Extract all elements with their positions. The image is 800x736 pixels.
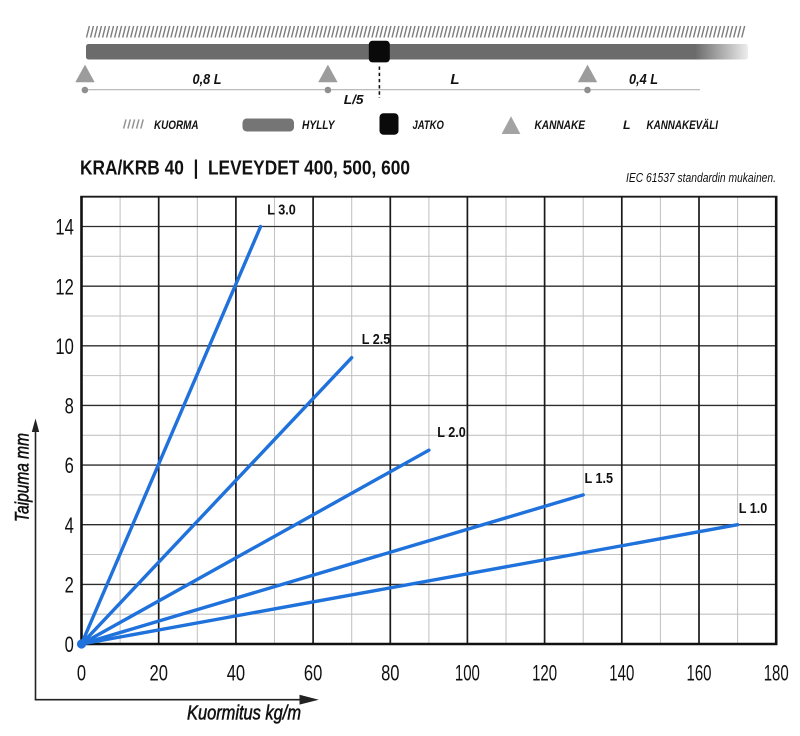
svg-text:160: 160 (687, 660, 712, 685)
svg-text:8: 8 (65, 394, 74, 419)
svg-text:2: 2 (65, 573, 74, 598)
svg-text:KANNAKEVÄLI: KANNAKEVÄLI (647, 117, 719, 132)
svg-text:L 2.5: L 2.5 (362, 331, 391, 348)
svg-text:20: 20 (150, 660, 168, 685)
svg-text:L/5: L/5 (344, 93, 365, 107)
svg-text:L 1.5: L 1.5 (585, 470, 614, 487)
svg-text:L 3.0: L 3.0 (267, 201, 296, 218)
svg-text:60: 60 (304, 660, 322, 685)
svg-text:0,8 L: 0,8 L (193, 71, 222, 88)
svg-text:KANNAKE: KANNAKE (535, 118, 586, 132)
svg-text:140: 140 (609, 660, 634, 685)
svg-text:4: 4 (65, 513, 74, 538)
svg-text:L: L (450, 71, 459, 88)
svg-text:180: 180 (764, 660, 789, 685)
svg-text:JATKO: JATKO (413, 118, 445, 132)
svg-text:KUORMA: KUORMA (154, 118, 199, 132)
svg-text:14: 14 (55, 215, 73, 240)
svg-text:0,4 L: 0,4 L (629, 71, 658, 88)
svg-text:HYLLY: HYLLY (302, 118, 336, 132)
svg-text:L 2.0: L 2.0 (437, 424, 466, 441)
svg-text:0: 0 (77, 660, 86, 685)
svg-text:40: 40 (227, 660, 245, 685)
svg-text:0: 0 (65, 632, 74, 657)
svg-text:L: L (623, 118, 631, 132)
svg-text:Taipuma mm: Taipuma mm (12, 433, 34, 522)
svg-text:80: 80 (381, 660, 399, 685)
svg-text:120: 120 (532, 660, 557, 685)
svg-text:100: 100 (455, 660, 480, 685)
svg-text:6: 6 (65, 453, 74, 478)
svg-text:KRA/KRB 40 | LEVEYDET 400, 5: KRA/KRB 40 | LEVEYDET 400, 500, 600 (80, 157, 410, 179)
svg-text:L 1.0: L 1.0 (739, 500, 768, 517)
svg-text:Kuormitus kg/m: Kuormitus kg/m (187, 703, 301, 725)
svg-text:12: 12 (55, 274, 73, 299)
svg-text:IEC 61537 standardin mukainen.: IEC 61537 standardin mukainen. (626, 170, 776, 185)
svg-text:10: 10 (55, 334, 73, 359)
